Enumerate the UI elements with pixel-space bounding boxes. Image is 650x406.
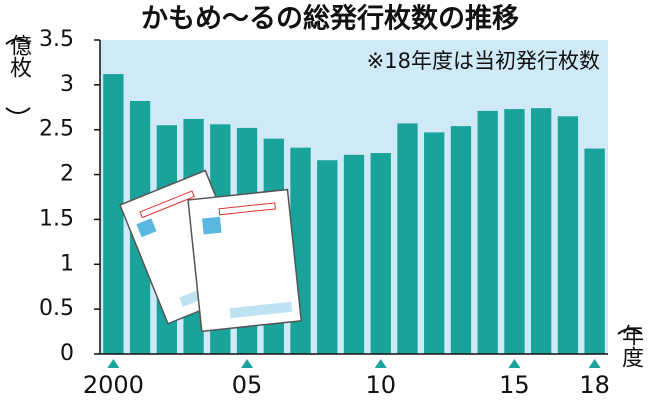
paren xyxy=(5,107,31,114)
paren xyxy=(5,38,31,45)
x-tick-marker xyxy=(588,359,601,368)
x-tick-label: 15 xyxy=(499,371,530,399)
bar xyxy=(557,116,579,354)
y-tick-label: 2 xyxy=(60,162,74,187)
y-tick-label: 3.5 xyxy=(39,27,74,52)
x-tick-marker xyxy=(374,359,387,368)
y-tick-label: 0 xyxy=(60,341,74,366)
y-tick-label: 0.5 xyxy=(39,296,74,321)
bar xyxy=(397,123,418,354)
x-tick-label: 18 xyxy=(579,371,610,399)
bar xyxy=(584,148,605,354)
bar xyxy=(317,160,338,354)
bar xyxy=(103,74,124,354)
bar xyxy=(343,154,365,354)
bar xyxy=(424,132,445,354)
y-axis-label: 億枚 xyxy=(6,34,32,78)
y-tick-label: 1.5 xyxy=(39,206,74,231)
x-tick-label: 05 xyxy=(232,371,263,399)
y-tick-label: 2.5 xyxy=(39,117,74,142)
bar xyxy=(530,108,552,354)
bar xyxy=(504,109,525,354)
note: ※18年度は当初発行枚数 xyxy=(367,49,600,73)
bar xyxy=(477,110,498,354)
x-tick-marker xyxy=(107,359,120,368)
bar xyxy=(450,126,472,354)
x-tick-marker xyxy=(508,359,521,368)
x-tick-label: 2000 xyxy=(83,371,144,399)
chart-title: かもめ～るの総発行枚数の推移 xyxy=(141,3,519,35)
postcard-illustration xyxy=(119,169,303,333)
x-axis-label: 年度 xyxy=(618,324,644,368)
x-tick-marker xyxy=(241,359,254,368)
bar xyxy=(370,153,391,354)
x-tick-label: 10 xyxy=(365,371,396,399)
paren xyxy=(617,328,643,335)
y-tick-label: 3 xyxy=(60,72,74,97)
y-tick-label: 1 xyxy=(60,251,74,276)
